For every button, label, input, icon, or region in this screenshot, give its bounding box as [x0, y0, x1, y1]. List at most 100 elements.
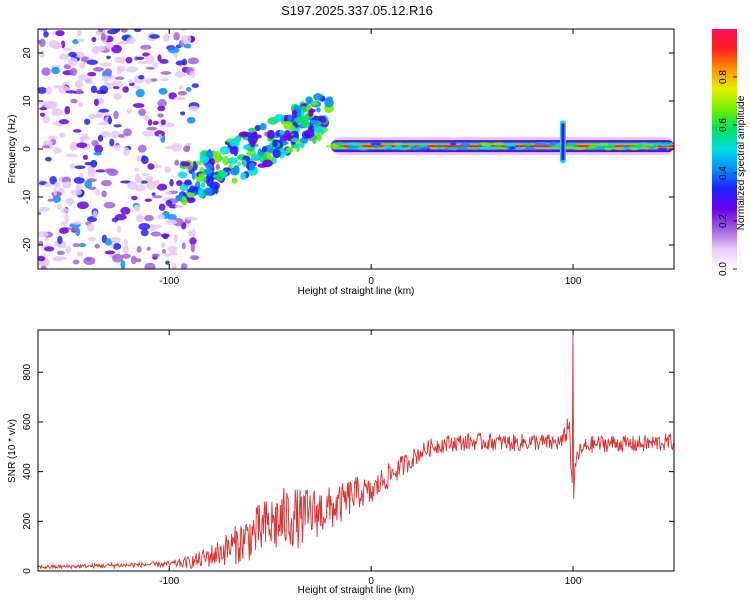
noise-blob [69, 67, 78, 76]
noise-blob [73, 176, 85, 184]
streak-blob [229, 167, 240, 176]
noise-blob [157, 98, 167, 108]
noise-blob [133, 204, 141, 212]
noise-blob [93, 151, 102, 156]
band-blob [417, 146, 429, 150]
noise-blob [100, 32, 106, 41]
noise-blob [191, 83, 200, 88]
noise-blob [186, 116, 196, 124]
noise-blob [175, 60, 185, 66]
noise-blob [148, 34, 160, 39]
noise-blob [40, 265, 47, 269]
spike-core [561, 123, 565, 161]
noise-blob [177, 90, 188, 96]
noise-blob [39, 112, 46, 117]
noise-blob [157, 54, 162, 62]
noise-blob [101, 190, 107, 198]
noise-blob [152, 195, 163, 199]
noise-blob [69, 163, 76, 169]
noise-blob [47, 135, 58, 140]
noise-blob [56, 202, 62, 210]
noise-blob [58, 119, 70, 125]
snr-y-axis-label: SNR (10 * v/v) [7, 419, 18, 483]
noise-blob [87, 237, 97, 242]
noise-blob [128, 79, 133, 84]
noise-blob [51, 42, 63, 50]
band-blob [643, 143, 654, 147]
noise-blob [93, 98, 99, 107]
figure-title: S197.2025.337.05.12.R16 [281, 3, 433, 18]
noise-blob [190, 255, 200, 261]
noise-blob [104, 238, 113, 246]
noise-blob [55, 30, 65, 37]
noise-blob [126, 65, 138, 73]
noise-blob [180, 263, 188, 269]
noise-blob [122, 86, 129, 93]
streak-blob [266, 129, 275, 139]
streak-blob [259, 123, 267, 131]
noise-blob [125, 56, 133, 64]
noise-blob [82, 154, 88, 160]
streak-blob [237, 162, 242, 167]
noise-blob [107, 116, 113, 125]
band-blob [461, 146, 468, 150]
noise-blob [157, 105, 166, 112]
noise-blob [146, 126, 158, 131]
streak-blob [231, 177, 238, 184]
streak-blob [316, 131, 322, 142]
noise-blob [136, 245, 142, 253]
band-blob [481, 143, 492, 147]
band-blob [494, 144, 502, 148]
streak-blob [219, 146, 231, 155]
streak-blob [254, 124, 261, 132]
y-tick-label: 800 [22, 363, 33, 380]
colorbar-tick-label: 0.6 [718, 118, 729, 132]
noise-blob [75, 183, 83, 191]
streak-blob [291, 137, 299, 143]
noise-blob [140, 229, 149, 237]
noise-blob [59, 53, 70, 60]
streak-blob [200, 182, 206, 188]
streak-blob [181, 196, 188, 206]
noise-blob [70, 189, 83, 196]
streak-blob [187, 164, 193, 171]
y-tick-label: 200 [22, 513, 33, 530]
noise-blob [100, 179, 112, 187]
noise-blob [145, 66, 156, 70]
noise-blob [167, 46, 180, 54]
noise-blob [160, 77, 169, 82]
noise-blob [131, 195, 138, 201]
band-blob [604, 145, 614, 149]
noise-blob [130, 255, 137, 265]
streak-blob [211, 151, 221, 158]
noise-blob [99, 85, 109, 95]
noise-blob [38, 39, 42, 44]
noise-blob [41, 67, 51, 76]
noise-blob [154, 130, 165, 137]
noise-blob [49, 175, 57, 185]
noise-blob [83, 118, 91, 125]
noise-blob [70, 98, 78, 104]
band-blob [372, 144, 381, 148]
noise-blob [70, 143, 76, 151]
noise-blob [72, 243, 81, 248]
spectrogram-heatmap [38, 29, 674, 269]
band-blob [588, 145, 596, 149]
noise-blob [109, 138, 115, 147]
noise-blob [92, 210, 98, 218]
streak-blob [285, 133, 293, 142]
band-blob [630, 147, 639, 151]
noise-blob [95, 169, 106, 173]
noise-blob [64, 213, 69, 223]
spectrogram-x-axis-label: Height of straight line (km) [298, 286, 415, 297]
noise-blob [183, 43, 192, 49]
noise-blob [104, 68, 113, 76]
noise-blob [71, 226, 79, 232]
noise-blob [100, 62, 112, 67]
noise-blob [165, 260, 170, 265]
noise-blob [86, 59, 99, 65]
band-blob [358, 147, 368, 151]
noise-blob [76, 251, 84, 257]
streak-blob [301, 120, 311, 128]
